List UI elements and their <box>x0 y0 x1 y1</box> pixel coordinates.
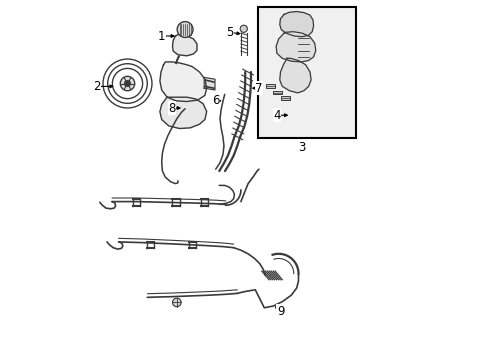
Text: 7: 7 <box>255 82 262 95</box>
Polygon shape <box>279 12 313 37</box>
Text: 6: 6 <box>211 94 219 107</box>
Circle shape <box>120 76 134 91</box>
Bar <box>265 84 275 88</box>
Circle shape <box>124 80 130 87</box>
Polygon shape <box>160 97 206 129</box>
Circle shape <box>177 22 193 37</box>
Polygon shape <box>204 77 215 90</box>
Bar <box>258 7 355 138</box>
Circle shape <box>172 298 181 307</box>
Polygon shape <box>279 58 310 93</box>
Circle shape <box>240 25 247 32</box>
Text: 3: 3 <box>297 141 305 154</box>
Text: 1: 1 <box>158 30 165 42</box>
Polygon shape <box>160 62 206 102</box>
Text: 8: 8 <box>168 102 175 114</box>
Bar <box>280 96 289 100</box>
Polygon shape <box>172 34 197 56</box>
Text: 4: 4 <box>273 109 280 122</box>
Text: 9: 9 <box>276 305 284 318</box>
Text: 5: 5 <box>226 26 233 39</box>
Bar <box>273 91 282 94</box>
Polygon shape <box>276 32 315 62</box>
Text: 2: 2 <box>93 80 101 93</box>
